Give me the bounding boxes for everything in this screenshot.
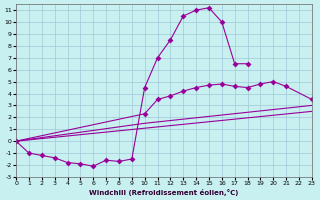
X-axis label: Windchill (Refroidissement éolien,°C): Windchill (Refroidissement éolien,°C)	[89, 189, 239, 196]
